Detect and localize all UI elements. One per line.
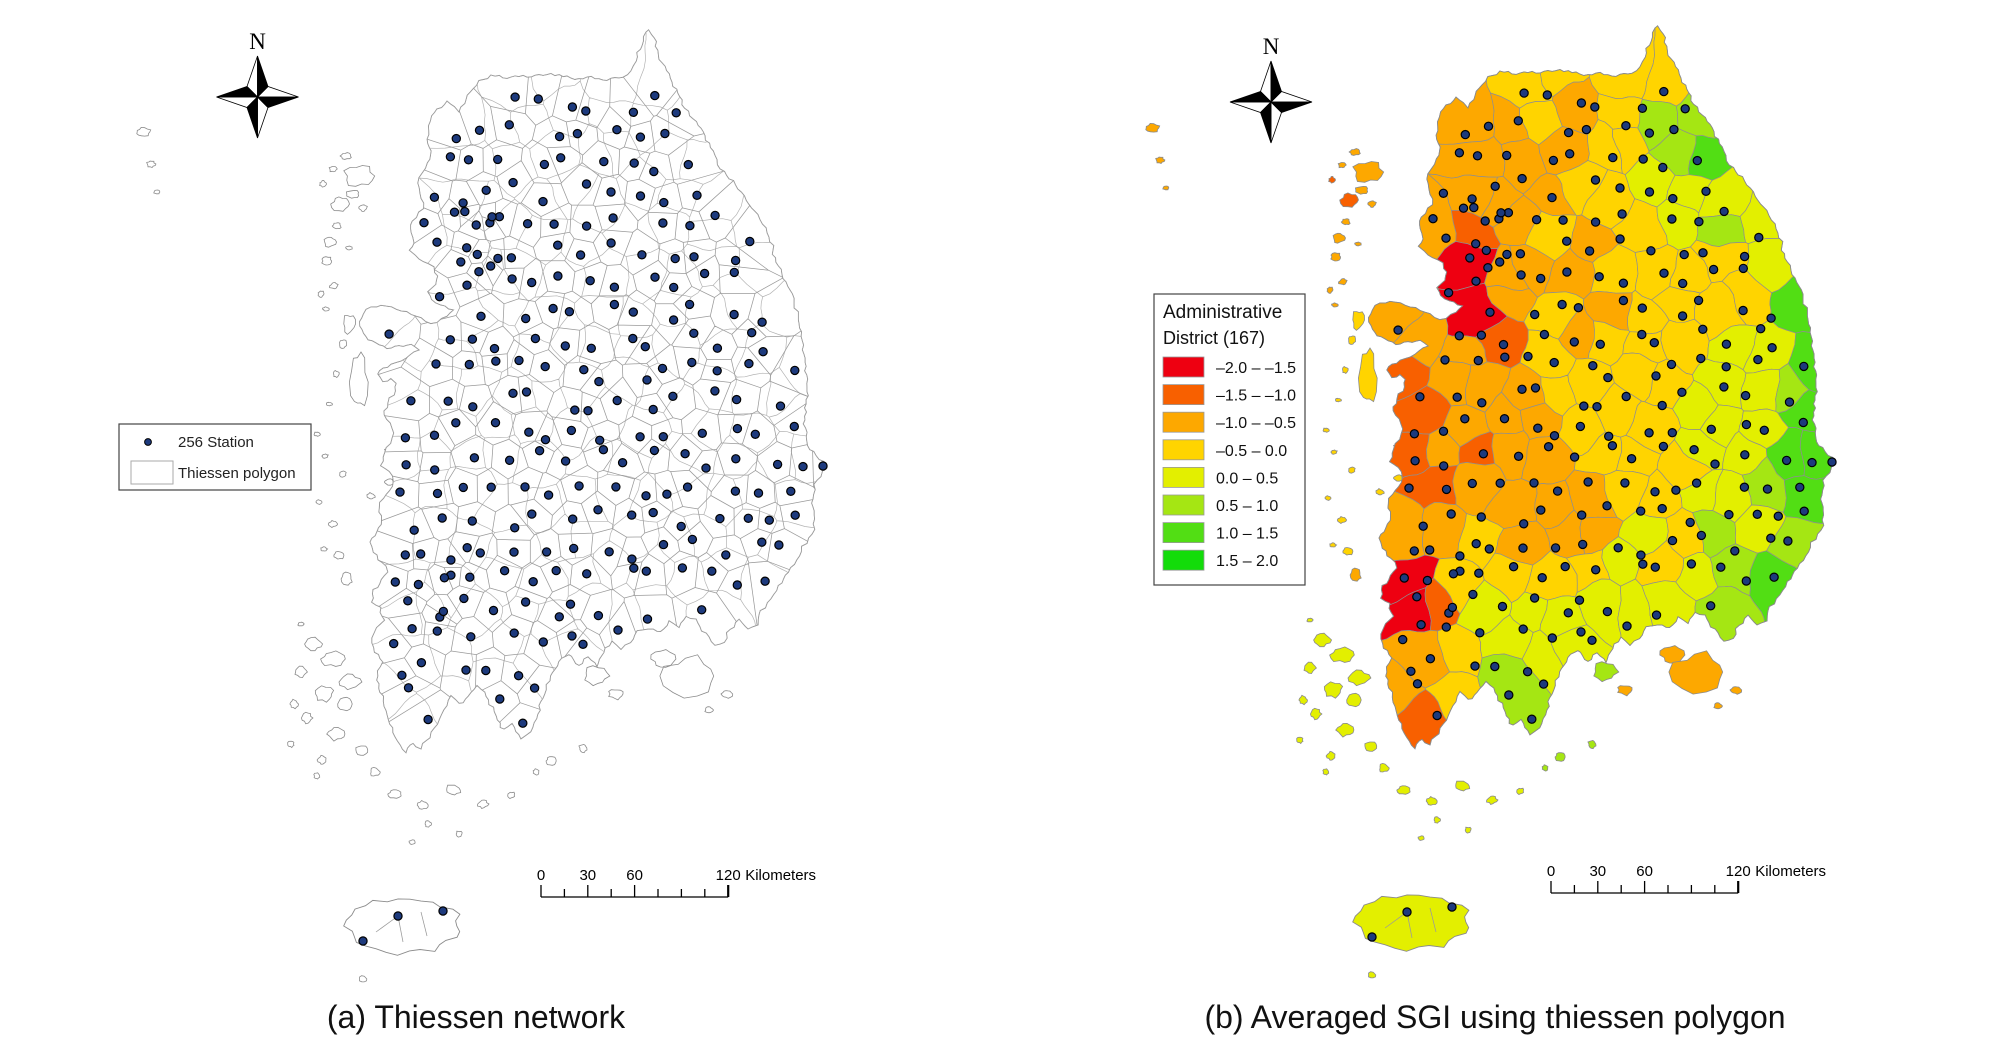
svg-text:–1.0 – –0.5: –1.0 – –0.5 bbox=[1216, 415, 1296, 432]
svg-text:–1.5 – –1.0: –1.5 – –1.0 bbox=[1216, 388, 1296, 405]
svg-text:Administrative: Administrative bbox=[1163, 302, 1282, 323]
svg-text:0.0 – 0.5: 0.0 – 0.5 bbox=[1216, 470, 1278, 487]
svg-text:Thiessen polygon: Thiessen polygon bbox=[178, 465, 296, 482]
svg-text:District (167): District (167) bbox=[1163, 328, 1265, 348]
svg-text:(a) Thiessen network: (a) Thiessen network bbox=[327, 999, 626, 1035]
svg-text:120: 120 bbox=[716, 867, 741, 884]
svg-text:–0.5 – 0.0: –0.5 – 0.0 bbox=[1216, 443, 1287, 460]
svg-text:(b) Averaged SGI using thiesse: (b) Averaged SGI using thiessen polygon bbox=[1204, 999, 1785, 1035]
svg-text:–2.0 – –1.5: –2.0 – –1.5 bbox=[1216, 360, 1296, 377]
svg-text:1.0 – 1.5: 1.0 – 1.5 bbox=[1216, 526, 1278, 543]
svg-text:256 Station: 256 Station bbox=[178, 434, 254, 451]
svg-text:0: 0 bbox=[537, 867, 545, 884]
svg-text:Kilometers: Kilometers bbox=[1755, 863, 1826, 880]
svg-text:Kilometers: Kilometers bbox=[745, 867, 816, 884]
svg-text:0.5 – 1.0: 0.5 – 1.0 bbox=[1216, 498, 1278, 515]
svg-text:120: 120 bbox=[1726, 863, 1751, 880]
svg-text:0: 0 bbox=[1547, 863, 1555, 880]
svg-text:N: N bbox=[1263, 34, 1280, 59]
svg-text:30: 30 bbox=[579, 867, 596, 884]
svg-text:1.5 – 2.0: 1.5 – 2.0 bbox=[1216, 553, 1278, 570]
svg-text:60: 60 bbox=[1636, 863, 1653, 880]
svg-text:N: N bbox=[249, 29, 266, 54]
svg-text:30: 30 bbox=[1589, 863, 1606, 880]
svg-text:60: 60 bbox=[626, 867, 643, 884]
